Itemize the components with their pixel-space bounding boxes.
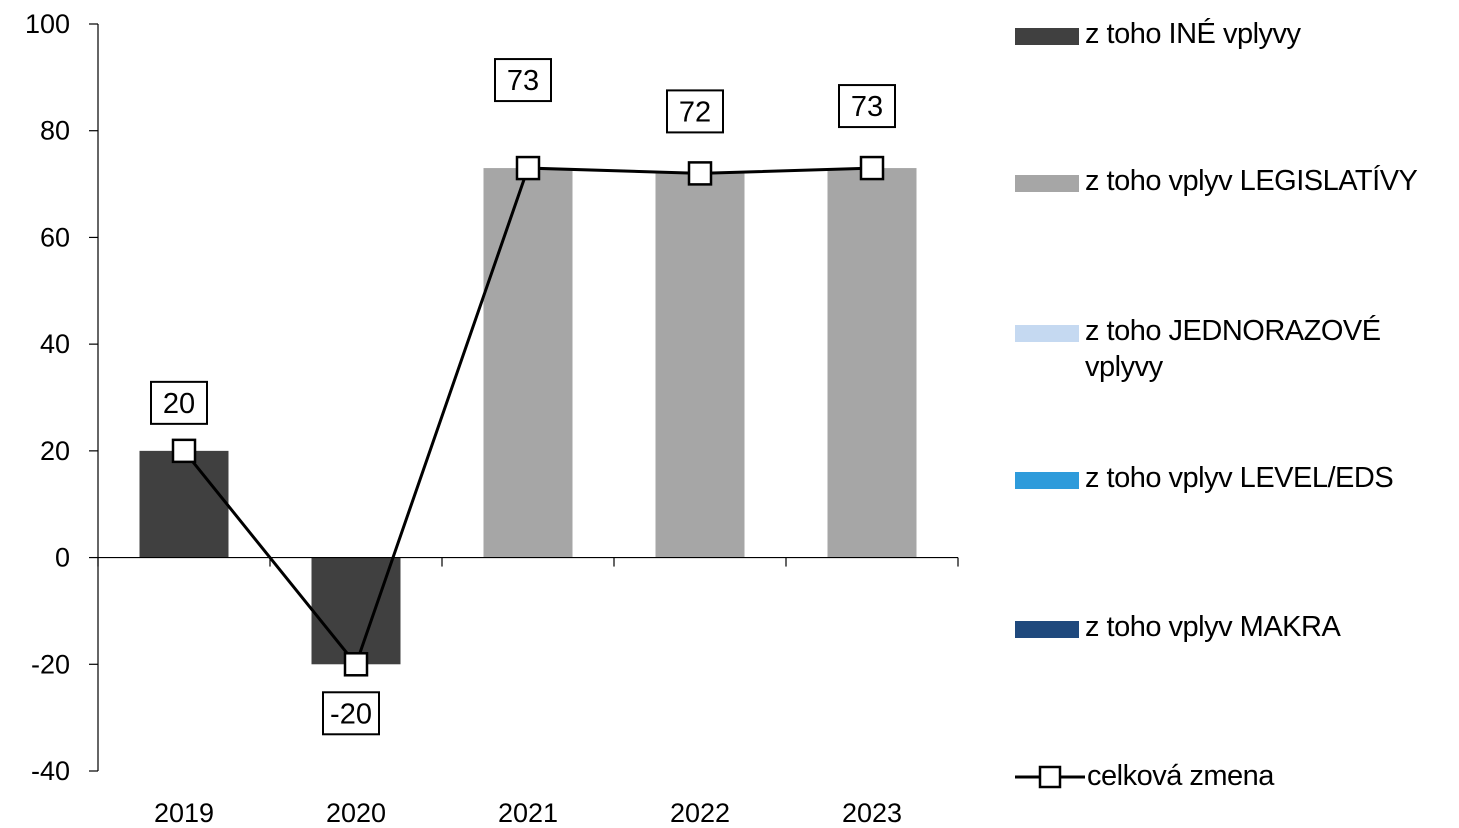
x-tick-label-2019: 2019: [154, 798, 214, 828]
total-change-marker-2020: [343, 652, 369, 677]
legend-item-ine: z toho INÉ vplyvy: [1015, 16, 1301, 52]
y-tick-label: -40: [31, 756, 70, 786]
data-label-box-2022: [666, 89, 724, 134]
x-tick-label-2022: 2022: [670, 798, 730, 828]
y-tick-label: 20: [40, 436, 70, 466]
legend-swatch-legislativy: [1015, 175, 1079, 192]
legend-swatch-jednorazove: [1015, 325, 1079, 342]
bar-2023-series-1: [827, 168, 917, 558]
legend-item-jednorazove: z toho JEDNORAZOVÉ vplyvy: [1015, 313, 1425, 385]
legend: z toho INÉ vplyvy z toho vplyv LEGISLATÍ…: [1015, 0, 1455, 828]
line-layer: [171, 155, 885, 677]
bars-layer: [139, 168, 917, 665]
bar-2022-series-1: [655, 173, 745, 558]
total-change-marker-2019: [171, 438, 197, 464]
legend-label-ine: z toho INÉ vplyvy: [1085, 18, 1301, 50]
legend-label-jednorazove: z toho JEDNORAZOVÉ vplyvy: [1085, 315, 1381, 383]
legend-label-celkova-zmena: celková zmena: [1087, 760, 1274, 792]
y-tick-label: 80: [40, 116, 70, 146]
data-label-box-2020: [322, 691, 380, 736]
total-change-marker-2023: [859, 155, 885, 181]
legend-item-level-eds: z toho vplyv LEVEL/EDS: [1015, 460, 1394, 496]
legend-item-celkova-zmena: celková zmena: [1015, 758, 1274, 798]
data-label-2021: 73: [507, 65, 539, 97]
y-tick-label: 40: [40, 329, 70, 359]
y-tick-label: 60: [40, 222, 70, 252]
legend-swatch-ine: [1015, 28, 1079, 45]
legend-swatch-makra: [1015, 621, 1079, 638]
y-tick-label: 100: [25, 9, 70, 39]
legend-item-makra: z toho vplyv MAKRA: [1015, 609, 1341, 645]
legend-label-legislativy: z toho vplyv LEGISLATÍVY: [1085, 165, 1418, 197]
data-label-box-2021: [494, 58, 552, 103]
bar-2019-series-0: [139, 450, 229, 558]
total-change-marker-2021: [515, 155, 541, 181]
x-tick-label-2020: 2020: [326, 798, 386, 828]
legend-swatch-level-eds: [1015, 472, 1079, 489]
data-label-2019: 20: [163, 388, 195, 420]
data-label-2020: -20: [330, 698, 372, 730]
data-label-2023: 73: [851, 91, 883, 123]
x-tick-label-2023: 2023: [842, 798, 902, 828]
data-label-box-2019: [150, 380, 208, 425]
total-change-marker-2022: [687, 161, 713, 186]
y-tick-label: 0: [55, 543, 70, 573]
x-tick-label-2021: 2021: [498, 798, 558, 828]
bar-2021-series-1: [483, 168, 573, 558]
legend-swatch-celkova-zmena: [1015, 758, 1085, 798]
labels-layer: 20 -20 73 72 73: [150, 58, 896, 736]
legend-label-level-eds: z toho vplyv LEVEL/EDS: [1085, 462, 1394, 494]
data-label-2022: 72: [679, 96, 711, 128]
legend-item-legislativy: z toho vplyv LEGISLATÍVY: [1015, 163, 1418, 199]
y-tick-label: -20: [31, 649, 70, 679]
axes-layer: 100 80 60 40 20 0 -20 -40 2019 2020 2021 2022 2023: [25, 9, 959, 828]
legend-label-makra: z toho vplyv MAKRA: [1085, 611, 1341, 643]
chart: 100 80 60 40 20 0 -20 -40 2019 2020 2021 2022 2023 2…: [25, 9, 959, 828]
data-label-box-2023: [838, 84, 896, 129]
